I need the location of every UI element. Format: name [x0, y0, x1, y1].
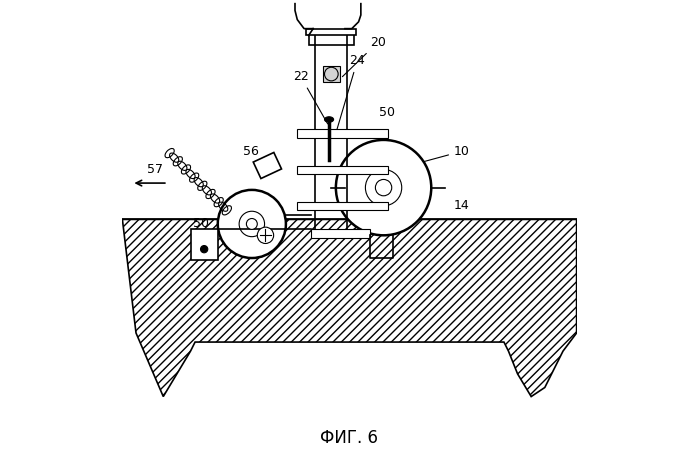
- Text: 16: 16: [372, 206, 395, 227]
- Text: ФИГ. 6: ФИГ. 6: [321, 429, 378, 446]
- Bar: [297, 129, 388, 138]
- Text: 22: 22: [293, 70, 328, 124]
- Bar: [297, 166, 388, 174]
- Circle shape: [246, 218, 257, 229]
- Circle shape: [257, 227, 273, 244]
- Bar: [309, 33, 354, 44]
- Circle shape: [336, 140, 431, 235]
- Bar: [191, 228, 218, 260]
- Text: 24: 24: [337, 54, 366, 130]
- Text: 57: 57: [147, 163, 164, 176]
- Bar: [323, 66, 340, 82]
- Text: 12: 12: [395, 190, 411, 203]
- Text: 50: 50: [193, 218, 209, 230]
- Bar: [315, 33, 347, 238]
- Circle shape: [218, 190, 286, 258]
- Circle shape: [201, 245, 208, 253]
- PathPatch shape: [122, 219, 577, 397]
- Bar: [297, 202, 388, 210]
- Text: 20: 20: [343, 36, 386, 77]
- Text: 10: 10: [399, 145, 470, 170]
- Circle shape: [375, 180, 391, 196]
- Bar: [311, 228, 370, 238]
- Bar: [306, 29, 356, 36]
- Bar: [253, 153, 282, 179]
- Text: 34: 34: [338, 220, 377, 233]
- Ellipse shape: [324, 117, 333, 122]
- Text: 54: 54: [257, 227, 272, 239]
- Text: 50: 50: [379, 106, 395, 119]
- Circle shape: [366, 170, 402, 206]
- Text: 56: 56: [243, 145, 268, 168]
- Circle shape: [239, 211, 264, 237]
- Text: 14: 14: [454, 199, 470, 213]
